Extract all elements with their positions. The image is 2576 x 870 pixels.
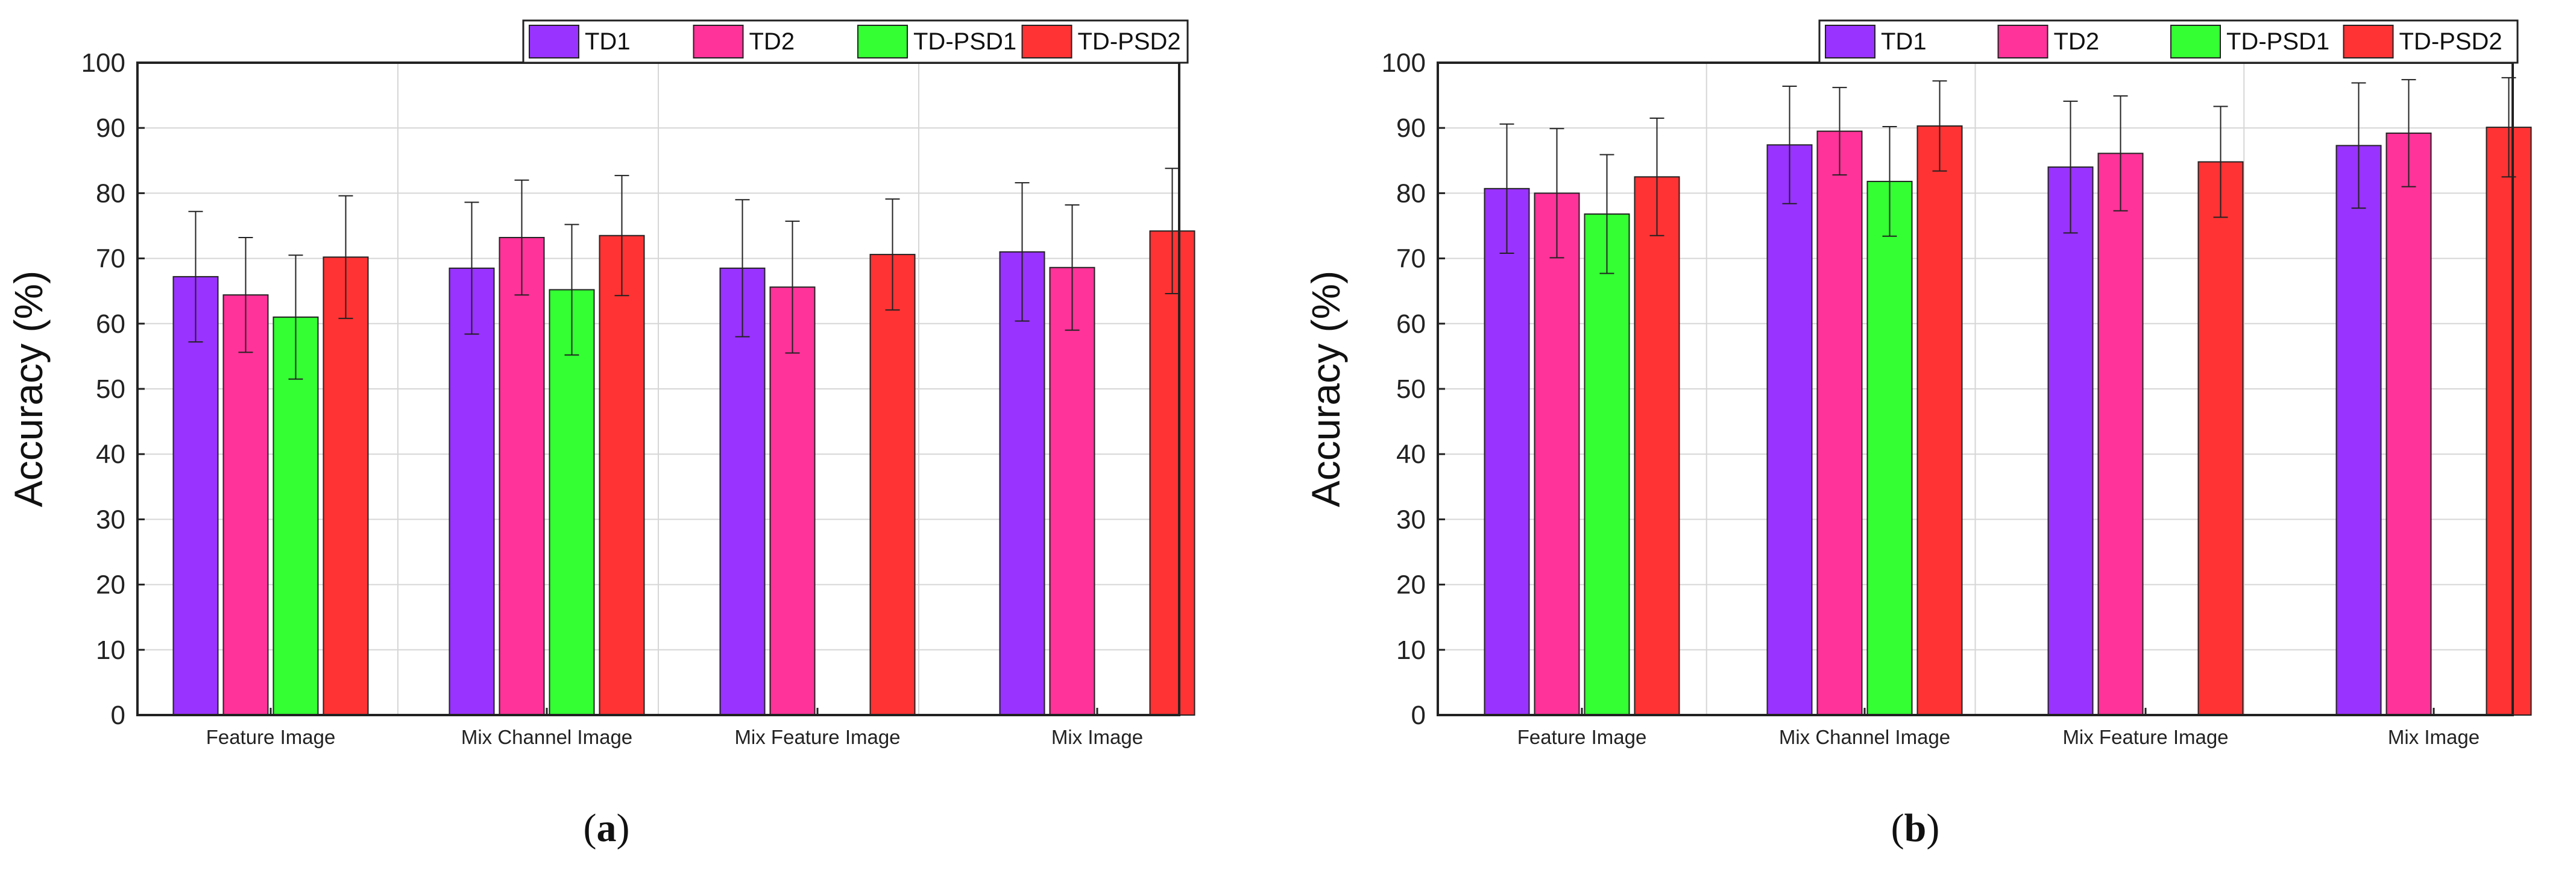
bar-td1	[2335, 145, 2382, 716]
y-tick-label: 40	[96, 440, 125, 469]
bar-td-psd2	[1634, 176, 1680, 716]
legend-label-td-psd2: TD-PSD2	[2399, 28, 2502, 55]
caption-open: (	[1891, 806, 1904, 850]
y-tick-label: 20	[1396, 570, 1426, 600]
y-tick-label: 0	[1411, 701, 1426, 730]
caption-close: )	[617, 806, 630, 850]
x-tick-label: Mix Feature Image	[2062, 726, 2228, 748]
bar-td-psd1	[1866, 180, 1913, 716]
legend-label-td1: TD1	[585, 28, 631, 55]
caption-open: (	[584, 806, 597, 850]
legend-swatch-td2	[693, 25, 744, 58]
y-tick-label: 80	[1396, 178, 1426, 208]
chart-b: 0 10 20 30 40 50 60 70 80 90 100 Feature Image Mix C…	[1303, 19, 2532, 850]
bar-td2	[2385, 132, 2432, 716]
legend-label-td-psd1: TD-PSD1	[913, 28, 1016, 55]
bar-td-psd1	[272, 316, 319, 716]
y-tick-label: 30	[1396, 505, 1426, 534]
bar-td-psd2	[2197, 161, 2244, 716]
caption-letter: a	[597, 806, 617, 850]
chart-a: 0 10 20 30 40 50 60 70 80 90 100 Feature Image Mix C…	[6, 19, 1195, 850]
legend-swatch-td-psd2	[1021, 25, 1072, 58]
bar-td-psd2	[2486, 127, 2532, 716]
y-tick-label: 90	[1396, 113, 1426, 143]
y-axis-label: Accuracy (%)	[6, 271, 51, 507]
x-tick-label: Feature Image	[1517, 726, 1647, 748]
bar-td1	[449, 267, 495, 716]
bar-td-psd2	[323, 256, 369, 716]
caption-close: )	[1926, 806, 1939, 850]
bar-td-psd1	[1584, 213, 1630, 716]
y-tick-label: 100	[81, 48, 125, 78]
legend-swatch-td-psd1	[857, 25, 908, 58]
bar-td-psd2	[869, 254, 916, 716]
legend-label-td-psd1: TD-PSD1	[2226, 28, 2329, 55]
y-tick-label: 100	[1382, 48, 1426, 78]
legend-swatch-td1	[1825, 25, 1875, 58]
y-tick-label: 0	[111, 701, 125, 730]
legend-label-td2: TD2	[2054, 28, 2100, 55]
legend-box	[1818, 19, 2519, 64]
legend-swatch-td-psd1	[2170, 25, 2221, 58]
bar-td1	[1766, 144, 1813, 716]
bar-td1	[1484, 188, 1530, 716]
bar-td2	[1816, 130, 1863, 716]
x-tick-label: Mix Image	[1051, 726, 1143, 748]
legend-label-td1: TD1	[1881, 28, 1927, 55]
bar-td1	[172, 276, 219, 716]
bar-td2	[222, 294, 269, 716]
legend-box	[522, 19, 1189, 64]
legend-label-td2: TD2	[749, 28, 795, 55]
legend-swatch-td1	[529, 25, 579, 58]
y-tick-label: 10	[1396, 635, 1426, 665]
bar-td2	[499, 236, 545, 716]
y-axis-label: Accuracy (%)	[1303, 271, 1348, 507]
x-tick-label: Mix Feature Image	[734, 726, 900, 748]
bar-td2	[769, 286, 816, 716]
bar-td2	[2097, 153, 2144, 716]
legend-swatch-td2	[1997, 25, 2049, 58]
y-tick-label: 40	[1396, 440, 1426, 469]
y-tick-label: 60	[96, 309, 125, 339]
y-tick-label: 50	[96, 374, 125, 404]
x-tick-label: Mix Channel Image	[461, 726, 632, 748]
x-tick-label: Mix Channel Image	[1779, 726, 1950, 748]
bar-td1	[2047, 166, 2094, 716]
y-tick-label: 20	[96, 570, 125, 600]
x-tick-label: Feature Image	[206, 726, 336, 748]
y-tick-label: 50	[1396, 374, 1426, 404]
legend-label-td-psd2: TD-PSD2	[1078, 28, 1181, 55]
y-tick-label: 10	[96, 635, 125, 665]
y-tick-label: 60	[1396, 309, 1426, 339]
y-tick-label: 80	[96, 178, 125, 208]
bar-td-psd2	[1149, 230, 1195, 716]
bar-td2	[1049, 266, 1095, 716]
caption: (b)	[1891, 806, 1940, 850]
y-tick-label: 90	[96, 113, 125, 143]
bar-td2	[1534, 192, 1580, 716]
bar-td-psd1	[549, 289, 595, 716]
caption: (a)	[584, 806, 630, 850]
bar-td-psd2	[1916, 125, 1963, 716]
caption-letter: b	[1904, 806, 1927, 850]
bar-td1	[719, 267, 766, 716]
legend: TD1 TD2 TD-PSD1 TD-PSD2	[1818, 19, 2519, 64]
bar-td1	[999, 251, 1045, 716]
y-tick-label: 30	[96, 505, 125, 534]
y-tick-label: 70	[96, 244, 125, 274]
bar-td-psd2	[599, 235, 645, 716]
legend-swatch-td-psd2	[2343, 25, 2394, 58]
y-tick-label: 70	[1396, 244, 1426, 274]
legend: TD1 TD2 TD-PSD1 TD-PSD2	[522, 19, 1189, 64]
x-tick-label: Mix Image	[2388, 726, 2480, 748]
